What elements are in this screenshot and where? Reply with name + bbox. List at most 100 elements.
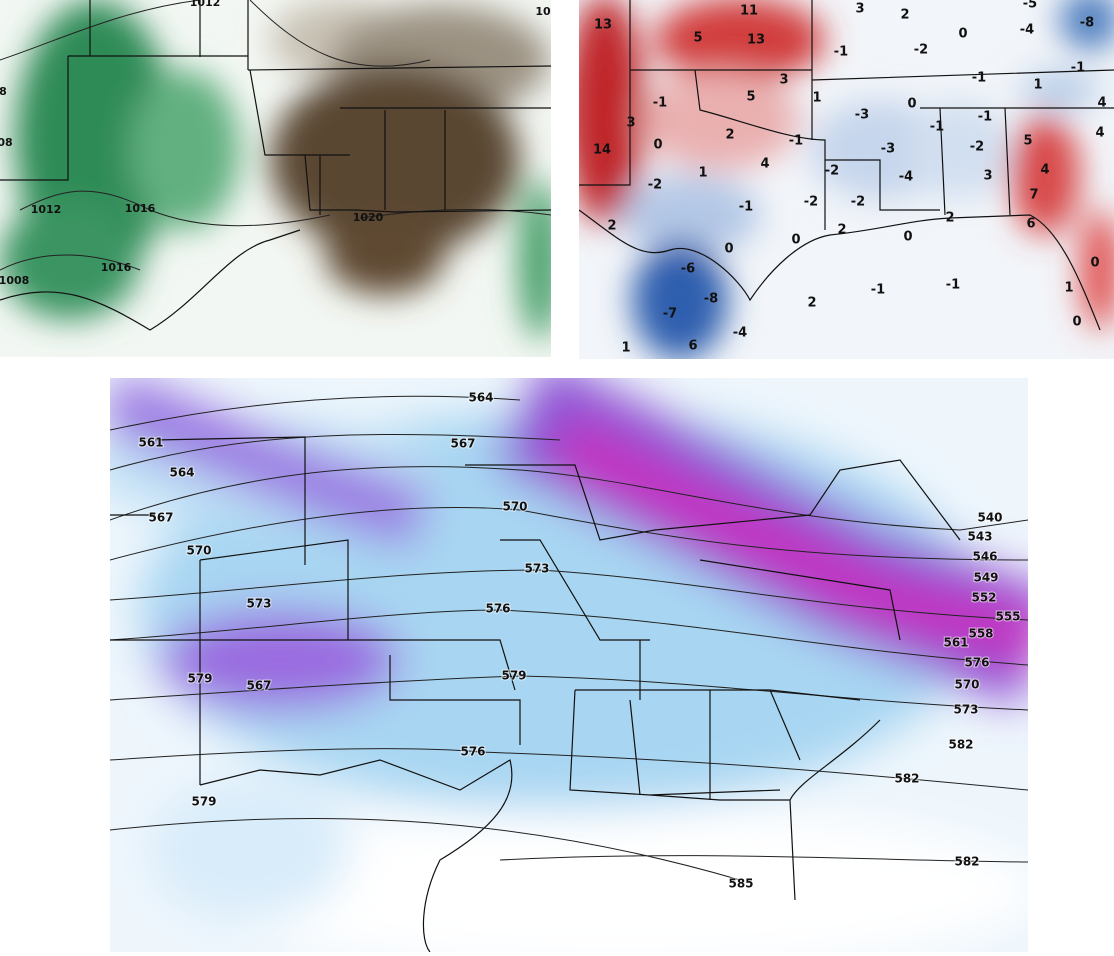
anomaly-label: -3 (855, 108, 869, 123)
contour-label: 10 (535, 5, 551, 18)
contour-label: 567 (246, 679, 271, 693)
anomaly-label: 4 (760, 157, 769, 172)
contour-label: 570 (502, 500, 527, 514)
anomaly-label: 5 (1023, 134, 1032, 149)
anomaly-label: -2 (970, 140, 984, 155)
anomaly-label: 5 (693, 31, 702, 46)
anomaly-label: -1 (739, 200, 753, 215)
contour-label: 573 (524, 562, 549, 576)
anomaly-label: 2 (900, 8, 909, 23)
anomaly-label: 2 (725, 128, 734, 143)
anomaly-label: 13 (594, 18, 612, 33)
anomaly-label: -2 (648, 178, 662, 193)
anomaly-label: 3 (779, 73, 788, 88)
contour-label: 1016 (125, 202, 156, 215)
contour-label: 555 (995, 610, 1020, 624)
anomaly-label: 5 (746, 90, 755, 105)
anomaly-label: 2 (607, 219, 616, 234)
anomaly-label: 3 (626, 116, 635, 131)
anomaly-label: -1 (978, 110, 992, 125)
contour-label: 543 (967, 530, 992, 544)
anomaly-label: 2 (807, 296, 816, 311)
anomaly-label: -3 (881, 142, 895, 157)
anomaly-label: 2 (945, 211, 954, 226)
anomaly-label: 3 (983, 169, 992, 184)
anomaly-label: -8 (704, 292, 718, 307)
anomaly-label: 6 (1026, 217, 1035, 232)
contour-label: 576 (964, 656, 989, 670)
anomaly-label: 1 (1033, 78, 1042, 93)
anomaly-label: -6 (681, 262, 695, 277)
anomaly-label: 6 (688, 339, 697, 354)
anomaly-label: 0 (791, 233, 800, 248)
anomaly-label: 14 (593, 143, 611, 158)
contour-label: 540 (977, 511, 1002, 525)
anomaly-label: 2 (837, 223, 846, 238)
contour-label: 1008 (0, 274, 29, 287)
anomaly-label: 4 (1040, 163, 1049, 178)
contour-label: 561 (943, 636, 968, 650)
contour-label: 564 (468, 391, 493, 405)
contour-label: 558 (968, 627, 993, 641)
anomaly-label: -1 (789, 134, 803, 149)
anomaly-label: 0 (907, 97, 916, 112)
contour-label: 8 (0, 85, 7, 98)
anomaly-label: -7 (663, 307, 677, 322)
contour-label: 570 (954, 678, 979, 692)
contour-label: 582 (894, 772, 919, 786)
anomaly-label: 4 (1095, 126, 1104, 141)
anomaly-label: -1 (946, 278, 960, 293)
anomaly-label: 1 (621, 341, 630, 356)
anomaly-label: 4 (1097, 96, 1106, 111)
anomaly-label: 0 (724, 242, 733, 257)
anomaly-label: 0 (903, 230, 912, 245)
anomaly-label: 0 (958, 27, 967, 42)
anomaly-label: -5 (1023, 0, 1037, 12)
contour-label: 549 (973, 571, 998, 585)
anomaly-label: -1 (930, 120, 944, 135)
contour-label: 579 (191, 795, 216, 809)
contour-label: 1016 (101, 261, 132, 274)
pressure-panel: 1012 8 08 1012 1016 1016 1008 1020 10 (0, 0, 551, 357)
anomaly-label: 1 (812, 91, 821, 106)
anomaly-label: -4 (733, 326, 747, 341)
contour-label: 1012 (190, 0, 221, 9)
contour-label: 573 (246, 597, 271, 611)
anomaly-label: -8 (1080, 16, 1094, 31)
anomaly-label: -1 (972, 71, 986, 86)
contour-label: 582 (948, 738, 973, 752)
anomaly-label: -2 (825, 164, 839, 179)
contour-label: 552 (971, 591, 996, 605)
anomaly-label: 0 (653, 138, 662, 153)
anomaly-label: -1 (653, 96, 667, 111)
contour-label: 564 (169, 466, 194, 480)
anomaly-label: -4 (1020, 23, 1034, 38)
anomaly-label: -2 (804, 195, 818, 210)
contour-label: 579 (501, 669, 526, 683)
anomaly-label: -2 (851, 195, 865, 210)
anomaly-label: 13 (747, 33, 765, 48)
anomaly-label: -1 (871, 283, 885, 298)
anomaly-label: 1 (1064, 281, 1073, 296)
contour-label: 585 (728, 877, 753, 891)
contour-label: 576 (485, 602, 510, 616)
contour-label: 573 (953, 703, 978, 717)
anomaly-label: 0 (1072, 315, 1081, 330)
height-panel: 564 561 567 564 567 570 570 540 543 573 546 549 573 5… (110, 378, 1028, 952)
anomaly-label: 11 (740, 4, 758, 19)
contour-label: 561 (138, 436, 163, 450)
contour-label: 579 (187, 672, 212, 686)
contour-label: 1012 (31, 203, 62, 216)
anomaly-label: 1 (698, 166, 707, 181)
anomaly-label: 0 (1090, 256, 1099, 271)
contour-label: 08 (0, 136, 13, 149)
anomaly-label: -1 (834, 45, 848, 60)
anomaly-label: 3 (855, 2, 864, 17)
anomaly-label: -2 (914, 43, 928, 58)
contour-label: 576 (460, 745, 485, 759)
contour-label: 567 (148, 511, 173, 525)
contour-label: 567 (450, 437, 475, 451)
anomaly-label: 7 (1029, 188, 1038, 203)
